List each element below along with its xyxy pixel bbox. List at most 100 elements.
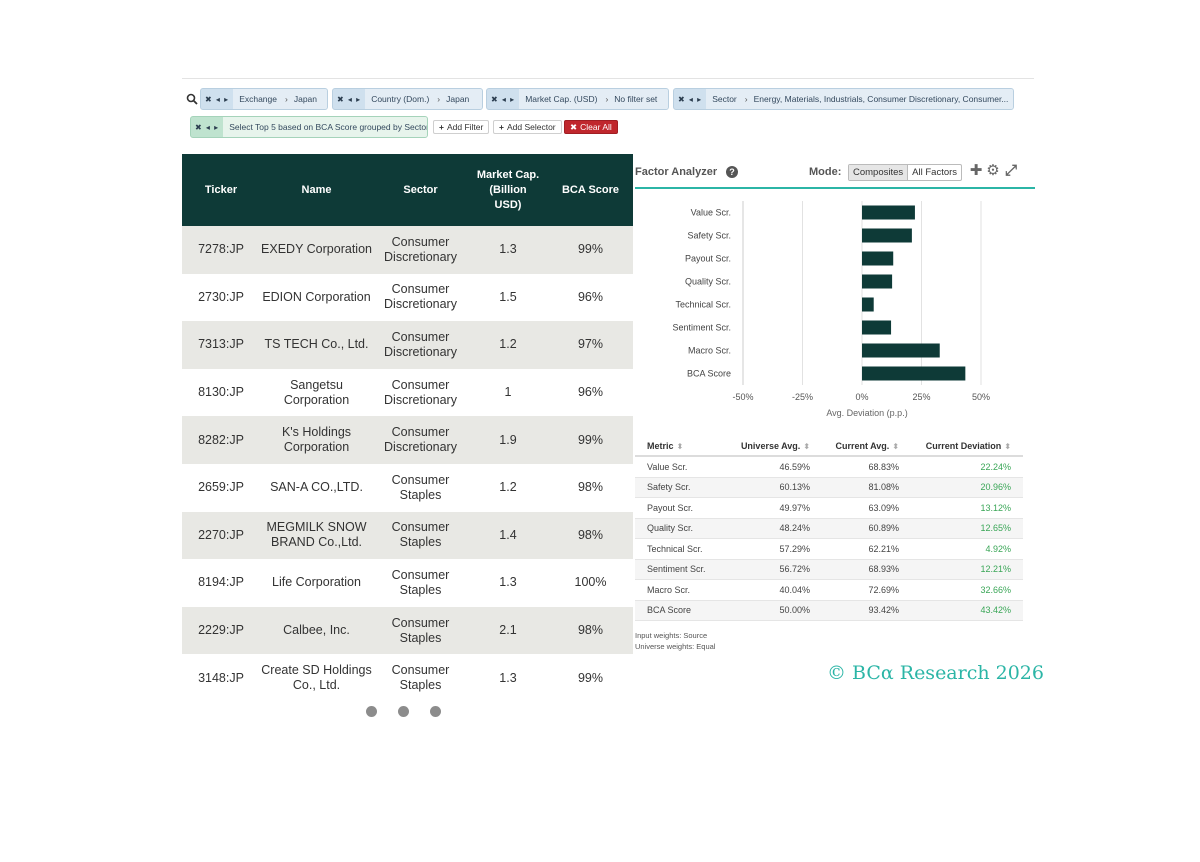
copyright-notice: © BCα Research 2026 [827,662,1044,684]
column-header-ticker[interactable]: Ticker [204,183,238,196]
metric-row: Safety Scr. 60.13% 81.08% 20.96% [635,477,1023,498]
bar-macro-scr[interactable] [862,343,940,358]
cell-sector: Consumer Discretionary [384,377,457,407]
mode-all-factors-button[interactable]: All Factors [912,167,958,178]
metrics-table: Metric ⬍ Universe Avg. ⬍ Current Avg. ⬍ Cur… [635,437,1023,621]
add-filter-button[interactable]: + Add Filter [433,120,490,134]
cell-bca-score: 99% [577,242,604,257]
chart-category-labels: Value Scr. Safety Scr. Payout Scr. Quality … [672,208,731,379]
filter-chip-exchange[interactable]: ✖ ◂ ▸ Exchange › Japan [200,88,328,110]
chevron-right-icon: › [283,89,294,109]
cell-sector: Consumer Discretionary [384,425,457,455]
help-icon[interactable]: ? [726,166,738,178]
cell-market-cap: 1 [504,385,512,400]
selector-chip[interactable]: ✖ ◂ ▸ Select Top 5 based on BCA Score gr… [190,116,428,138]
search-icon[interactable] [186,93,198,105]
cell-market-cap: 1.4 [499,527,517,542]
filter-value: No filter set [614,89,668,109]
column-header-name[interactable]: Name [301,183,332,196]
filter-bar: ✖ ◂ ▸ Exchange › Japan ✖ ◂ ▸ Country (Do… [182,78,1034,143]
metric-row: Technical Scr. 57.29% 62.21% 4.92% [635,539,1023,560]
current-avg: 68.93% [868,564,899,575]
table-row[interactable]: 2270:JP MEGMILK SNOW BRAND Co.,Ltd. Cons… [182,511,633,560]
clear-all-button[interactable]: ✖ Clear All [564,120,618,134]
sort-icon[interactable]: ⬍ [892,442,899,451]
universe-avg: 50.00% [779,605,810,616]
universe-weights-note: Universe weights: Equal [635,642,716,651]
table-row[interactable]: 8282:JP K's Holdings Corporation Consume… [182,416,633,464]
current-avg-header-label: Current Avg. [835,441,890,451]
column-header-market-cap[interactable]: Market Cap. (Billion USD) [476,168,540,211]
bar-bca-score[interactable] [862,366,966,381]
chart-tick-labels: -50% -25% 0% 25% 50% [732,392,990,402]
factor-analyzer-header: Factor Analyzer ? Mode: Composites All F… [635,157,1035,189]
table-row[interactable]: 7278:JP EXEDY Corporation Consumer Discr… [182,226,633,274]
table-row[interactable]: 2730:JP EDION Corporation Consumer Discr… [182,274,633,322]
remove-move-icon[interactable]: ✖ ◂ ▸ [337,94,362,104]
universe-avg: 57.29% [779,543,810,554]
filter-chip-sector[interactable]: ✖ ◂ ▸ Sector › Energy, Materials, Indust… [673,88,1014,110]
gear-icon[interactable]: ⚙ [986,162,1000,179]
table-row[interactable]: 7313:JP TS TECH Co., Ltd. Consumer Discr… [182,321,633,369]
column-header-bca-score[interactable]: BCA Score [561,183,620,196]
metric-name: Technical Scr. [647,543,703,554]
universe-avg: 60.13% [779,482,810,493]
universe-avg-header-label: Universe Avg. [740,441,801,451]
filter-chip-market-cap[interactable]: ✖ ◂ ▸ Market Cap. (USD) › No filter set [486,88,669,110]
current-avg-column-header[interactable]: Current Avg. ⬍ [810,441,899,451]
filter-value: Energy, Materials, Industrials, Consumer… [753,89,1013,109]
universe-avg-column-header[interactable]: Universe Avg. ⬍ [717,441,810,451]
metric-name: Macro Scr. [647,584,691,595]
cell-sector: Consumer Discretionary [384,282,457,312]
cell-name: K's Holdings Corporation [281,425,352,455]
metric-column-header[interactable]: Metric ⬍ [635,441,717,451]
x-tick-label: -25% [792,392,813,402]
cell-ticker: 8130:JP [198,385,244,400]
cell-bca-score: 98% [577,527,604,542]
remove-move-icon[interactable]: ✖ ◂ ▸ [678,94,703,104]
current-avg: 60.89% [868,523,899,534]
current-avg: 68.83% [868,461,899,472]
mode-composites-button[interactable]: Composites [849,165,909,180]
cell-name: MEGMILK SNOW BRAND Co.,Ltd. [266,520,367,550]
table-row[interactable]: 8130:JP Sangetsu Corporation Consumer Di… [182,369,633,417]
column-header-sector[interactable]: Sector [403,183,438,196]
metrics-header: Metric ⬍ Universe Avg. ⬍ Current Avg. ⬍ Cur… [635,437,1023,457]
add-selector-button[interactable]: + Add Selector [493,120,562,134]
add-icon[interactable]: ✚ [969,162,983,179]
x-tick-label: 50% [972,392,990,402]
weights-notes: Input weights: Source Universe weights: … [635,630,715,652]
table-row[interactable]: 2229:JP Calbee, Inc. Consumer Staples 2.… [182,606,633,655]
category-label: Quality Scr. [685,277,731,287]
cell-market-cap: 1.3 [499,670,517,685]
chart-bars [862,205,966,381]
remove-move-icon[interactable]: ✖ ◂ ▸ [195,122,220,132]
selector-label: Select Top 5 based on BCA Score grouped … [223,117,427,137]
sort-icon[interactable]: ⬍ [676,442,684,451]
bar-quality-scr[interactable] [862,274,893,289]
current-deviation-column-header[interactable]: Current Deviation ⬍ [899,441,1011,451]
filter-chip-country[interactable]: ✖ ◂ ▸ Country (Dom.) › Japan [332,88,483,110]
sort-icon[interactable]: ⬍ [803,442,810,451]
cell-name: Life Corporation [272,575,361,590]
bar-sentiment-scr[interactable] [862,320,892,335]
table-row[interactable]: 2659:JP SAN-A CO.,LTD. Consumer Staples … [182,464,633,512]
expand-icon[interactable]: ⤢ [1004,162,1017,179]
bar-payout-scr[interactable] [862,251,894,266]
current-deviation: 12.21% [980,564,1011,575]
bar-safety-scr[interactable] [862,228,912,243]
sort-icon[interactable]: ⬍ [1004,442,1011,451]
cell-market-cap: 1.3 [499,575,517,590]
bar-value-scr[interactable] [862,205,915,220]
cell-ticker: 8194:JP [198,575,244,590]
table-row[interactable]: 8194:JP Life Corporation Consumer Staple… [182,559,633,607]
remove-move-icon[interactable]: ✖ ◂ ▸ [491,94,516,104]
cell-ticker: 2659:JP [198,480,244,495]
metric-name: Safety Scr. [647,482,691,493]
universe-avg: 48.24% [779,523,810,534]
cell-name: Create SD Holdings Co., Ltd. [261,663,372,693]
table-row[interactable]: 3148:JP Create SD Holdings Co., Ltd. Con… [182,654,633,702]
cell-market-cap: 1.2 [499,337,517,352]
remove-move-icon[interactable]: ✖ ◂ ▸ [205,94,230,104]
bar-technical-scr[interactable] [862,297,874,312]
